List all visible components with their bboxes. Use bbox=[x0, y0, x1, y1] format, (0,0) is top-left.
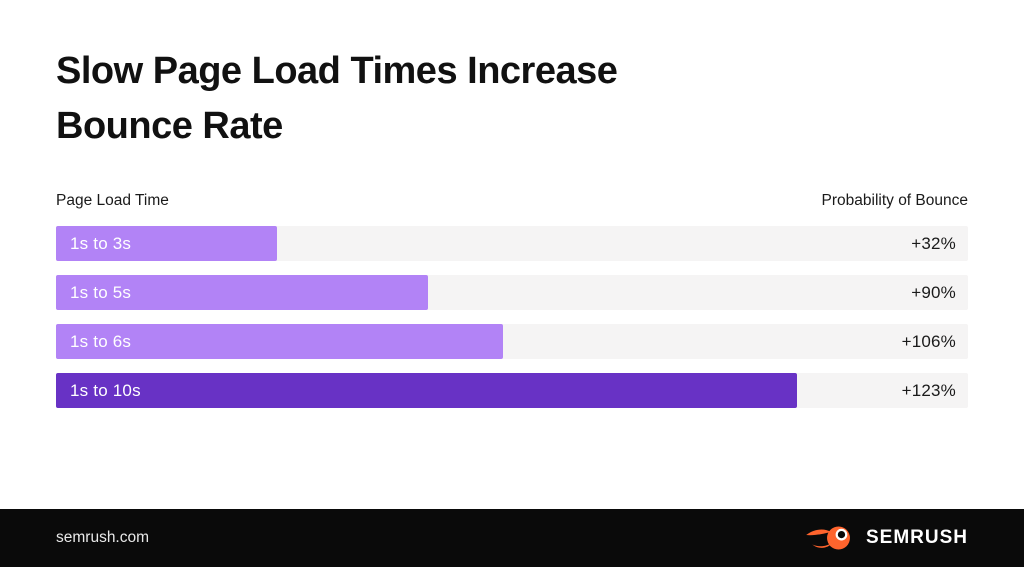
bar-value-label: +32% bbox=[911, 233, 956, 253]
title-line-2: Bounce Rate bbox=[56, 105, 283, 148]
bar-value-label: +123% bbox=[901, 380, 956, 400]
bar-value-label: +106% bbox=[901, 331, 956, 351]
semrush-logo: SEMRUSH bbox=[804, 521, 968, 555]
bar-category-label: 1s to 10s bbox=[70, 380, 141, 400]
bar-category-label: 1s to 6s bbox=[70, 331, 132, 351]
main-content: Slow Page Load Times Increase Bounce Rate… bbox=[0, 44, 1024, 409]
bar-value-label: +90% bbox=[911, 282, 956, 302]
bar-row: 1s to 6s +106% bbox=[56, 324, 968, 360]
page-title: Slow Page Load Times Increase Bounce Rate bbox=[56, 44, 968, 154]
bar-fill: 1s to 5s bbox=[56, 275, 429, 311]
footer-bar: semrush.com SEMRUSH bbox=[0, 509, 1024, 567]
column-headers: Page Load Time Probability of Bounce bbox=[56, 192, 968, 210]
bar-category-label: 1s to 5s bbox=[70, 282, 132, 302]
semrush-wordmark: SEMRUSH bbox=[865, 527, 968, 548]
bar-row: 1s to 3s +32% bbox=[56, 226, 968, 262]
bar-row: 1s to 10s +123% bbox=[56, 373, 968, 409]
column-header-probability-of-bounce: Probability of Bounce bbox=[821, 192, 968, 210]
bar-fill: 1s to 6s bbox=[56, 324, 503, 360]
infographic-card: Slow Page Load Times Increase Bounce Rate… bbox=[0, 44, 1024, 567]
bar-fill: 1s to 10s bbox=[56, 373, 798, 409]
bar-category-label: 1s to 3s bbox=[70, 233, 132, 253]
column-header-page-load-time: Page Load Time bbox=[56, 192, 169, 210]
bar-row: 1s to 5s +90% bbox=[56, 275, 968, 311]
bar-fill: 1s to 3s bbox=[56, 226, 277, 262]
bar-chart: 1s to 3s +32% 1s to 5s +90% 1s to 6s +10… bbox=[56, 226, 968, 409]
title-line-1: Slow Page Load Times Increase bbox=[56, 50, 618, 92]
semrush-flame-ball-icon bbox=[806, 526, 850, 550]
footer-site-url: semrush.com bbox=[56, 529, 150, 546]
